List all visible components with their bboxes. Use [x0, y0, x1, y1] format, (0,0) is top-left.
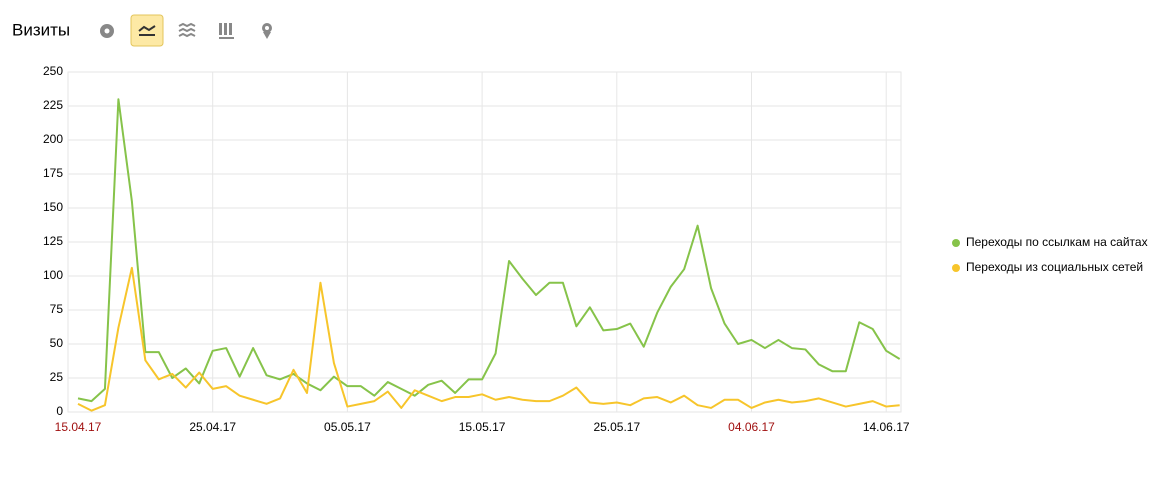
y-tick-label: 150 [43, 200, 63, 214]
legend-marker [952, 264, 960, 272]
y-tick-label: 0 [56, 404, 63, 418]
legend-label: Переходы из социальных сетей [966, 260, 1143, 274]
legend-marker [952, 239, 960, 247]
x-tick-label: 04.06.17 [728, 420, 775, 434]
y-tick-label: 125 [43, 234, 63, 248]
x-tick-label: 15.04.17 [55, 420, 102, 434]
y-tick-label: 75 [50, 302, 64, 316]
x-tick-label: 15.05.17 [459, 420, 506, 434]
x-tick-label: 25.04.17 [189, 420, 236, 434]
line-view-button[interactable] [130, 14, 164, 47]
y-tick-label: 225 [43, 98, 63, 112]
bar-view-button[interactable] [219, 23, 234, 39]
y-tick-label: 25 [50, 370, 64, 384]
series-line [77, 98, 901, 403]
map-view-button[interactable] [262, 23, 272, 39]
y-tick-label: 250 [43, 64, 63, 78]
x-tick-label: 14.06.17 [863, 420, 910, 434]
y-tick-label: 50 [50, 336, 64, 350]
x-tick-label: 25.05.17 [593, 420, 640, 434]
y-tick-label: 100 [43, 268, 63, 282]
legend-label: Переходы по ссылкам на сайтах [966, 235, 1148, 249]
x-tick-label: 05.05.17 [324, 420, 371, 434]
y-tick-label: 175 [43, 166, 63, 180]
y-tick-label: 200 [43, 132, 63, 146]
chart-title: Визиты [12, 20, 70, 39]
series-line [77, 266, 900, 412]
pie-view-button[interactable] [100, 24, 114, 38]
view-switcher [100, 14, 272, 47]
area-view-button[interactable] [178, 22, 196, 38]
